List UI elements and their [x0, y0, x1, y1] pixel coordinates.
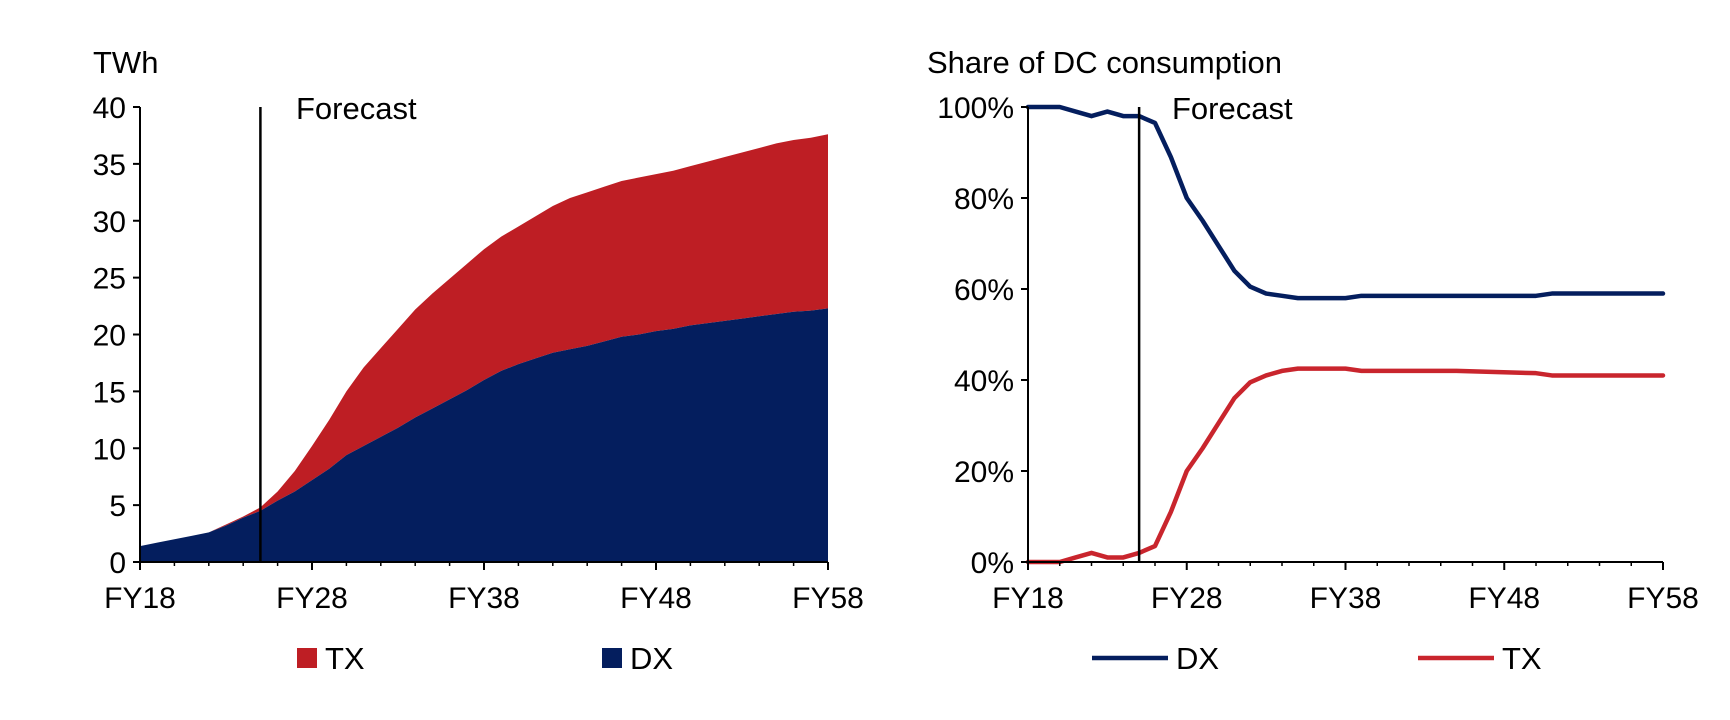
y-tick-label: 20%: [954, 456, 1014, 489]
x-tick-label: FY48: [1468, 582, 1540, 615]
series-area-tx: [140, 134, 828, 547]
y-tick-label: 40: [93, 92, 126, 125]
y-tick-label: 25: [93, 263, 126, 296]
series-line-tx: [1025, 366, 1666, 565]
y-tick-label: 35: [93, 149, 126, 182]
legend-label: DX: [1176, 641, 1219, 676]
y-tick-label: 100%: [937, 92, 1014, 125]
chart-2: Forecast 0% 20% 40% 60% 80% 100% FY18 FY28 FY38 FY…: [927, 45, 1699, 676]
legend-item-dx: DX: [602, 641, 673, 676]
legend-item-tx: TX: [297, 641, 365, 676]
y-axis-label: TWh: [93, 45, 158, 80]
y-tick-label: 30: [93, 206, 126, 239]
forecast-label: Forecast: [1172, 91, 1293, 126]
y-tick-label: 20: [93, 320, 126, 353]
legend-item-tx: TX: [1418, 641, 1542, 676]
x-tick-label: FY58: [792, 582, 864, 615]
x-tick-label: FY28: [276, 582, 348, 615]
y-axis-label: Share of DC consumption: [927, 45, 1282, 80]
y-tick-label: 10: [93, 433, 126, 466]
x-tick-label: FY38: [1310, 582, 1382, 615]
legend-label: DX: [630, 641, 673, 676]
y-tick-label: 0: [109, 547, 126, 580]
axes: 0 5 10 15 20 25 30 35 40 FY18 FY28 FY38 FY48 FY58: [93, 92, 864, 615]
x-tick-label: FY18: [992, 582, 1064, 615]
legend-swatch: [602, 648, 622, 668]
x-tick-label: FY18: [104, 582, 176, 615]
y-tick-label: 60%: [954, 274, 1014, 307]
legend: TX DX: [297, 641, 673, 676]
legend-label: TX: [325, 641, 365, 676]
legend: DX TX: [1092, 641, 1542, 676]
x-tick-label: FY38: [448, 582, 520, 615]
y-tick-label: 40%: [954, 365, 1014, 398]
series-area-dx: [140, 308, 828, 562]
legend-swatch: [297, 648, 317, 668]
chart-1: Forecast 0 5 10 15 20 25 30 35 40 FY18 FY28 FY38 FY48…: [93, 45, 864, 676]
x-tick-label: FY48: [620, 582, 692, 615]
y-tick-label: 80%: [954, 183, 1014, 216]
y-tick-label: 0%: [971, 547, 1014, 580]
axes: 0% 20% 40% 60% 80% 100% FY18 FY28 FY38 FY48 FY58: [937, 92, 1699, 615]
forecast-label: Forecast: [296, 91, 417, 126]
y-tick-label: 15: [93, 376, 126, 409]
x-tick-label: FY28: [1151, 582, 1223, 615]
y-tick-label: 5: [109, 490, 126, 523]
legend-label: TX: [1502, 641, 1542, 676]
plot-area: [1025, 104, 1666, 565]
legend-item-dx: DX: [1092, 641, 1219, 676]
series-line-dx: [1025, 104, 1666, 301]
plot-area: [140, 134, 828, 562]
x-tick-label: FY58: [1627, 582, 1699, 615]
